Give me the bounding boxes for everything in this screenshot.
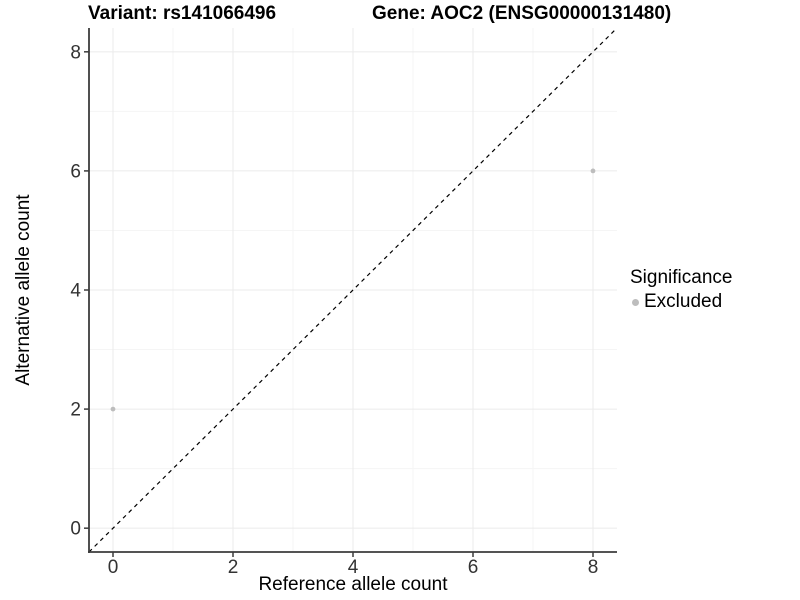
x-axis-label: Reference allele count xyxy=(258,574,448,595)
y-tick-label: 0 xyxy=(70,519,81,540)
x-tick-label: 8 xyxy=(588,557,599,578)
y-tick-label: 6 xyxy=(70,161,81,182)
plot-title-variant: Variant: rs141066496 xyxy=(88,3,277,24)
legend-item-label: Excluded xyxy=(644,291,723,312)
legend-item-excluded: Excluded xyxy=(632,291,732,313)
data-point xyxy=(110,406,116,412)
x-tick-label: 0 xyxy=(108,557,119,578)
data-point xyxy=(590,168,596,174)
legend-title: Significance xyxy=(630,267,733,288)
legend-marker-dot-icon xyxy=(632,298,639,306)
y-tick-label: 8 xyxy=(70,42,81,63)
y-tick-label: 4 xyxy=(70,281,81,302)
y-tick-label: 2 xyxy=(70,400,81,421)
plot-title-gene: Gene: AOC2 (ENSG00000131480) xyxy=(372,3,672,24)
legend: Significance Excluded xyxy=(630,267,732,313)
identity-dashed-line xyxy=(88,27,618,553)
x-tick-label: 4 xyxy=(348,557,359,578)
x-tick-label: 2 xyxy=(228,557,239,578)
x-tick-label: 6 xyxy=(468,557,479,578)
y-axis-label: Alternative allele count xyxy=(13,194,34,386)
